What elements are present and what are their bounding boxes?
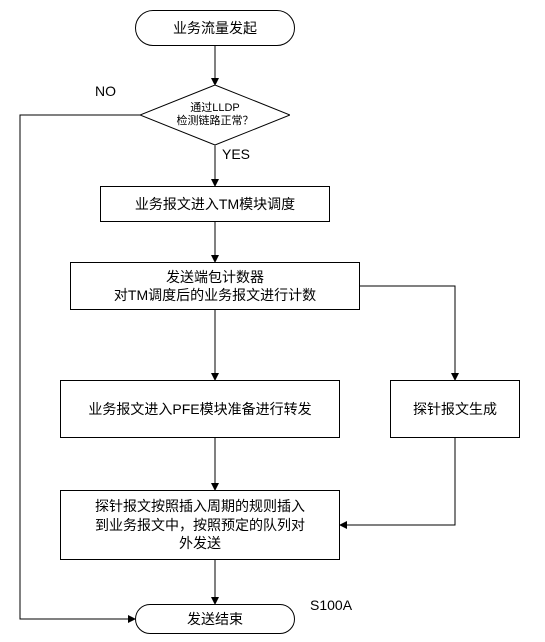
- decision-line1: 通过LLDP: [177, 102, 254, 115]
- start-terminator: 业务流量发起: [135, 10, 295, 46]
- start-label: 业务流量发起: [173, 18, 257, 38]
- p5-line1: 探针报文按照插入周期的规则插入: [95, 497, 305, 516]
- p2-line1: 发送端包计数器: [166, 268, 264, 286]
- end-terminator: 发送结束: [135, 604, 295, 634]
- probe-insert-send-process: 探针报文按照插入周期的规则插入 到业务报文中，按照预定的队列对 外发送: [60, 490, 340, 560]
- packet-counter-process: 发送端包计数器 对TM调度后的业务报文进行计数: [70, 262, 360, 310]
- p1-label: 业务报文进入TM模块调度: [135, 194, 295, 214]
- s100a-label: S100A: [310, 597, 352, 613]
- tm-schedule-process: 业务报文进入TM模块调度: [100, 186, 330, 222]
- end-label: 发送结束: [187, 609, 243, 629]
- p5-line3: 外发送: [179, 534, 221, 553]
- p4-label: 探针报文生成: [413, 399, 497, 419]
- lldp-check-decision: 通过LLDP 检测链路正常？: [140, 85, 290, 145]
- p2-line2: 对TM调度后的业务报文进行计数: [114, 286, 316, 304]
- probe-generate-process: 探针报文生成: [390, 380, 520, 438]
- no-label: NO: [95, 83, 116, 99]
- decision-line2: 检测链路正常？: [177, 115, 254, 128]
- yes-label: YES: [222, 146, 250, 162]
- pfe-forward-process: 业务报文进入PFE模块准备进行转发: [60, 380, 340, 438]
- p5-line2: 到业务报文中，按照预定的队列对: [95, 516, 305, 535]
- p3-label: 业务报文进入PFE模块准备进行转发: [88, 399, 311, 419]
